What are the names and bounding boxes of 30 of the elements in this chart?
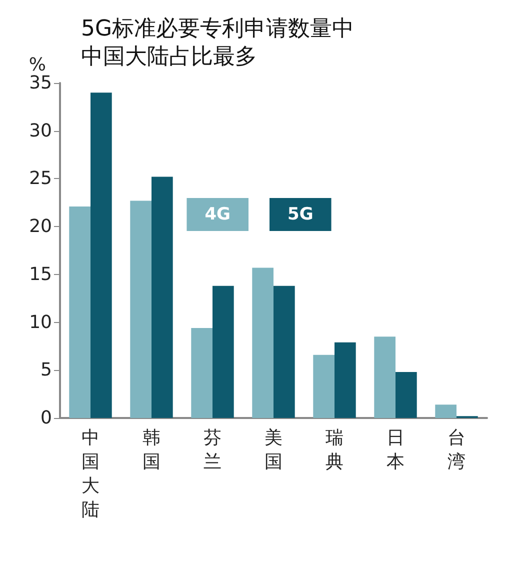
x-tick-label: 瑞典 xyxy=(326,428,344,472)
bar xyxy=(396,372,417,418)
bar xyxy=(90,92,112,418)
y-tick-label: 0 xyxy=(40,408,52,428)
bar xyxy=(69,206,90,418)
bar xyxy=(435,404,456,418)
y-tick-label: 25 xyxy=(29,168,52,190)
y-tick-label: 10 xyxy=(29,312,52,333)
bar xyxy=(313,354,334,418)
bar xyxy=(152,176,173,418)
text: 4G xyxy=(204,204,231,224)
y-tick-label: 5 xyxy=(40,360,52,381)
bar xyxy=(334,342,356,418)
text: 5G xyxy=(288,204,314,224)
x-tick-label: 芬兰 xyxy=(204,428,222,472)
bar xyxy=(252,268,274,418)
x-tick-label: 韩国 xyxy=(142,428,160,472)
x-tick-label: 美国 xyxy=(264,428,282,472)
y-tick-label: 20 xyxy=(29,216,52,238)
chart-title: 5G标准必要专利申请数量中中国大陆占比最多 xyxy=(81,16,354,70)
x-tick-label: 中国大陆 xyxy=(82,428,100,520)
y-tick-label: 30 xyxy=(29,120,52,142)
bar xyxy=(212,286,234,418)
bar xyxy=(274,286,295,418)
bar xyxy=(191,328,212,418)
bar xyxy=(130,200,152,418)
y-tick-label: 15 xyxy=(29,264,52,285)
bar xyxy=(374,336,396,418)
x-tick-label: 台湾 xyxy=(448,428,466,472)
x-tick-label: 日本 xyxy=(386,428,404,472)
